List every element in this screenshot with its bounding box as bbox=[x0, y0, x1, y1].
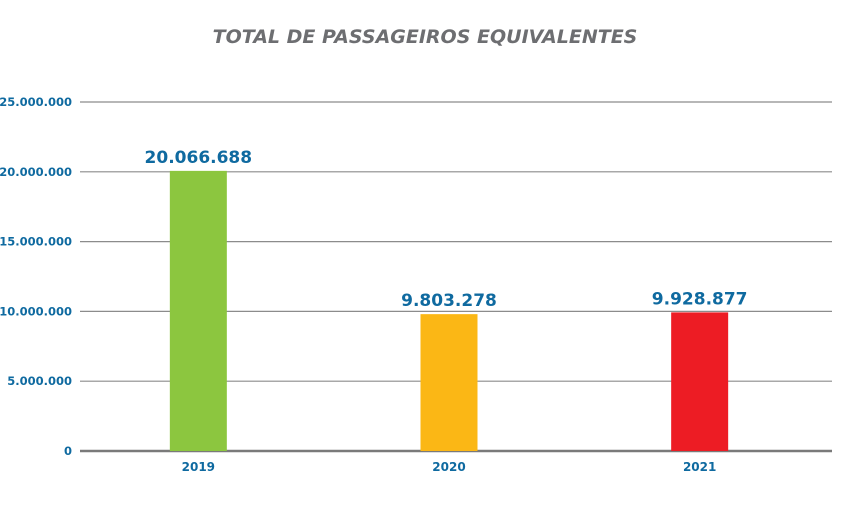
x-axis-ticks: 2019 2020 2021 bbox=[182, 460, 717, 474]
y-tick-label: 15.000.000 bbox=[0, 235, 72, 249]
data-labels: 20.066.688 9.803.278 9.928.877 bbox=[145, 148, 748, 311]
chart-title: TOTAL DE PASSAGEIROS EQUIVALENTES bbox=[213, 26, 638, 48]
y-axis-ticks: 0 5.000.000 10.000.000 15.000.000 20.000.000… bbox=[0, 95, 72, 458]
x-tick-label: 2021 bbox=[683, 460, 716, 474]
y-tick-label: 0 bbox=[64, 444, 72, 458]
data-label-2019: 20.066.688 bbox=[145, 148, 253, 168]
bar-2019 bbox=[169, 170, 227, 452]
x-tick-label: 2020 bbox=[432, 460, 465, 474]
y-tick-label: 25.000.000 bbox=[0, 95, 72, 109]
y-tick-label: 20.000.000 bbox=[0, 165, 72, 179]
y-tick-label: 10.000.000 bbox=[0, 304, 72, 318]
bars bbox=[169, 170, 729, 452]
x-tick-label: 2019 bbox=[182, 460, 215, 474]
data-label-2020: 9.803.278 bbox=[401, 291, 497, 311]
bar-2021 bbox=[671, 312, 729, 451]
bar-2020 bbox=[420, 314, 478, 451]
data-label-2021: 9.928.877 bbox=[652, 289, 748, 309]
y-tick-label: 5.000.000 bbox=[7, 374, 72, 388]
